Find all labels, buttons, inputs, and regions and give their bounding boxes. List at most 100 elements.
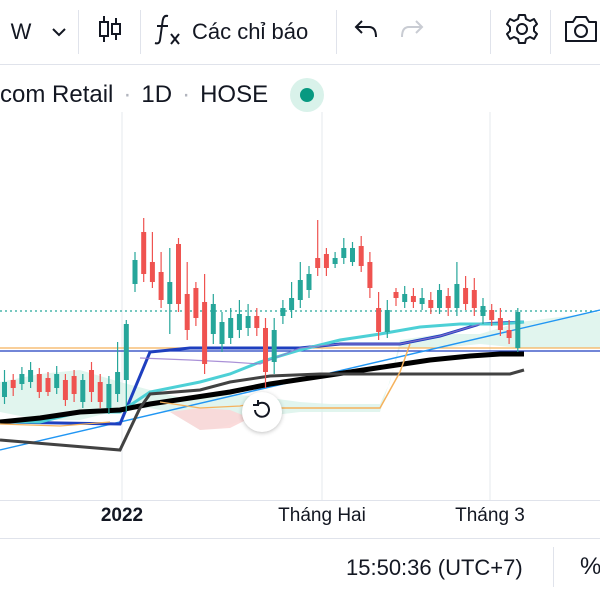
candle-body — [158, 272, 164, 300]
candle-body — [132, 260, 138, 284]
percent-scale-toggle[interactable]: % — [580, 553, 600, 580]
toolbar-divider — [336, 10, 337, 54]
candle-body — [506, 330, 512, 338]
candle-body — [184, 294, 190, 330]
candle-body — [323, 254, 329, 268]
candle-body — [393, 292, 399, 298]
reset-chart-button[interactable] — [242, 392, 282, 432]
gear-icon — [505, 12, 539, 52]
candle-body — [245, 316, 251, 328]
clock-time[interactable]: 15:50:36 (UTC+7) — [346, 555, 523, 580]
candle-body — [97, 382, 103, 402]
candle-body — [350, 248, 355, 262]
legend-exchange[interactable]: HOSE — [200, 81, 269, 108]
chart-legend: com Retail · 1D · HOSE — [0, 78, 268, 112]
candle-body — [62, 380, 68, 400]
candle-body — [210, 304, 216, 334]
candle-body — [19, 374, 25, 384]
indicators-button[interactable]: Các chỉ báo — [152, 0, 332, 64]
candle-body — [367, 262, 373, 288]
candle-body — [289, 298, 295, 310]
candle-body — [515, 312, 521, 348]
undo-icon — [353, 18, 379, 46]
candle-body — [489, 310, 495, 320]
indicator-lines — [0, 309, 600, 452]
toolbar-divider — [140, 10, 141, 54]
candle-body — [280, 308, 286, 316]
candle-body — [271, 330, 277, 362]
candle-body — [219, 322, 225, 344]
function-icon — [152, 12, 182, 52]
candlestick-series — [2, 218, 521, 414]
chevron-down-icon[interactable] — [42, 0, 76, 64]
time-axis: 2022 Tháng Hai Tháng 3 — [0, 500, 600, 535]
candle-body — [80, 380, 86, 402]
grid-lines — [121, 112, 491, 500]
bottom-divider — [553, 547, 554, 587]
settings-button[interactable] — [500, 0, 544, 64]
candle-body — [358, 246, 364, 266]
candle-body — [419, 298, 425, 304]
legend-separator: · — [123, 81, 132, 108]
top-toolbar: W Các chỉ báo — [0, 0, 600, 65]
candle-body — [167, 282, 173, 304]
x-tick-label: 2022 — [100, 505, 144, 526]
candle-body — [297, 280, 303, 300]
candle-body — [123, 324, 129, 380]
candle-body — [106, 384, 112, 408]
undo-button[interactable] — [346, 0, 386, 64]
candle-body — [471, 290, 477, 308]
indicators-label: Các chỉ báo — [192, 19, 309, 44]
candle-body — [463, 288, 469, 304]
candle-body — [315, 258, 321, 268]
market-status-indicator[interactable] — [290, 78, 324, 112]
candle-body — [254, 316, 260, 328]
candle-body — [480, 306, 486, 316]
rotate-icon — [250, 398, 274, 427]
candle-body — [45, 378, 51, 392]
candle-body — [332, 258, 338, 264]
ichimoku-cloud — [0, 312, 600, 430]
toolbar-divider — [490, 10, 491, 54]
candle-body — [410, 296, 416, 302]
candle-body — [376, 308, 382, 332]
candle-body — [236, 314, 242, 330]
candle-body — [428, 300, 434, 308]
candle-body — [306, 274, 312, 290]
candle-body — [402, 294, 408, 302]
legend-interval[interactable]: 1D — [141, 81, 173, 108]
candle-body — [384, 310, 390, 332]
candle-body — [141, 232, 147, 274]
candle-body — [193, 288, 199, 318]
status-dot-icon — [300, 88, 314, 102]
candle-body — [445, 296, 451, 308]
candle-body — [176, 244, 181, 304]
candle-body — [28, 370, 34, 382]
symbol-name[interactable]: com Retail — [0, 81, 114, 108]
candle-body — [228, 318, 234, 338]
candle-body — [202, 302, 208, 364]
candle-body — [437, 290, 442, 308]
bottom-bar: 15:50:36 (UTC+7) % — [0, 538, 600, 601]
chart-type-button[interactable] — [82, 0, 138, 64]
camera-icon — [562, 14, 598, 50]
interval-label: W — [10, 19, 32, 44]
candle-body — [2, 382, 7, 397]
toolbar-divider — [78, 10, 79, 54]
candle-body — [71, 376, 77, 394]
interval-button[interactable]: W — [0, 0, 42, 64]
price-chart[interactable] — [0, 112, 600, 500]
redo-icon — [399, 18, 425, 46]
redo-button[interactable] — [392, 0, 432, 64]
candle-body — [89, 370, 94, 392]
candle-body — [115, 372, 121, 394]
screenshot-button[interactable] — [562, 0, 600, 64]
candle-body — [10, 380, 16, 388]
candle-body — [497, 318, 503, 330]
candle-body — [149, 262, 155, 282]
candle-body — [54, 374, 60, 388]
candles-icon — [96, 14, 124, 50]
x-tick-label: Tháng Hai — [278, 505, 366, 526]
x-tick-label: Tháng 3 — [455, 505, 525, 526]
candle-body — [263, 328, 268, 372]
